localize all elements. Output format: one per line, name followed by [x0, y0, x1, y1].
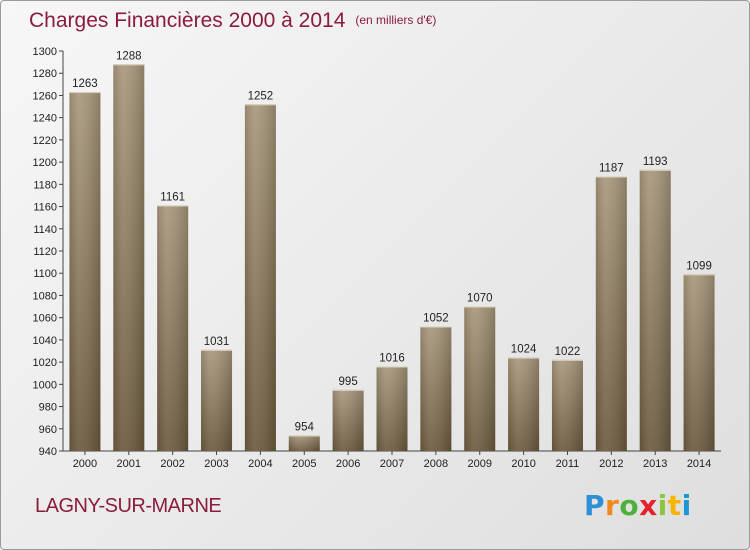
bar-shade-2013 — [639, 169, 671, 451]
value-label-2010: 1024 — [511, 344, 537, 356]
y-tick-label: 1120 — [33, 246, 57, 258]
value-label-2001: 1288 — [116, 50, 142, 62]
bar-shade-2007 — [376, 366, 408, 451]
bar-shade-2012 — [595, 176, 627, 452]
y-tick-label: 1300 — [33, 46, 57, 58]
bar-shade-2000 — [69, 92, 101, 451]
x-tick-label-2002: 2002 — [160, 458, 184, 470]
bar-shade-2003 — [201, 349, 233, 451]
bar-shade-2005 — [288, 435, 320, 451]
value-label-2000: 1263 — [72, 78, 98, 90]
x-tick-label-2003: 2003 — [204, 458, 228, 470]
x-tick-label-2008: 2008 — [424, 458, 448, 470]
x-tick-label-2014: 2014 — [687, 458, 711, 470]
x-tick-label-2007: 2007 — [380, 458, 404, 470]
x-tick-label-2010: 2010 — [511, 458, 535, 470]
x-tick-label-2012: 2012 — [599, 458, 623, 470]
value-label-2002: 1161 — [160, 191, 185, 203]
value-label-2014: 1099 — [686, 260, 712, 272]
y-tick-label: 1080 — [33, 290, 57, 302]
y-tick-label: 960 — [39, 424, 57, 436]
y-tick-label: 1140 — [33, 224, 57, 236]
bars — [69, 64, 715, 452]
x-tick-label-2001: 2001 — [117, 458, 141, 470]
x-tick-label-2009: 2009 — [467, 458, 491, 470]
bar-shade-2014 — [683, 274, 715, 451]
y-tick-label: 1220 — [33, 135, 57, 147]
y-tick-label: 1100 — [33, 268, 57, 280]
value-label-2004: 1252 — [248, 90, 274, 102]
bar-shade-2010 — [508, 357, 540, 451]
y-tick-label: 1000 — [33, 379, 57, 391]
bar-shade-2002 — [157, 205, 189, 451]
y-tick-label: 1280 — [33, 68, 57, 80]
value-label-2009: 1070 — [467, 293, 493, 305]
bar-shade-2009 — [464, 306, 496, 451]
y-tick-label: 940 — [39, 446, 57, 458]
labels: 1263 1288 1161 1031 1252 954 995 1016 1052 1070 10… — [72, 50, 712, 433]
value-label-2006: 995 — [339, 376, 358, 388]
y-tick-label: 1240 — [33, 113, 57, 125]
y-tick-label: 1040 — [33, 335, 57, 347]
bar-shade-2011 — [551, 359, 583, 451]
y-tick-label: 1200 — [33, 157, 57, 169]
y-tick-label: 1160 — [33, 202, 57, 214]
bar-shade-2006 — [332, 389, 364, 451]
y-tick-label: 1020 — [33, 357, 57, 369]
proxiti-logo: Proxiti — [584, 489, 692, 522]
x-tick-label-2000: 2000 — [73, 458, 97, 470]
x-tick-label-2004: 2004 — [248, 458, 272, 470]
y-tick-label: 1260 — [33, 90, 57, 102]
y-tick-label: 1060 — [33, 313, 57, 325]
x-tick-label-2006: 2006 — [336, 458, 360, 470]
value-label-2005: 954 — [295, 421, 315, 433]
y-tick-label: 980 — [39, 402, 57, 414]
bar-shade-2001 — [113, 64, 145, 452]
value-label-2013: 1193 — [643, 156, 668, 168]
bar-shade-2008 — [420, 326, 452, 451]
value-label-2012: 1187 — [599, 163, 624, 175]
value-label-2011: 1022 — [555, 346, 581, 358]
bar-shade-2004 — [244, 104, 276, 451]
y-tick-label: 1180 — [33, 179, 57, 191]
city-name: LAGNY-SUR-MARNE — [35, 495, 222, 517]
chart-title: Charges Financières 2000 à 2014 (en milli… — [29, 9, 436, 33]
chart-unit: (en milliers d'€) — [355, 13, 437, 27]
x-tick-label-2011: 2011 — [556, 458, 580, 470]
value-label-2003: 1031 — [204, 336, 230, 348]
value-label-2008: 1052 — [423, 313, 449, 325]
x-tick-label-2013: 2013 — [643, 458, 667, 470]
x-tick-label-2005: 2005 — [292, 458, 316, 470]
chart-title-text: Charges Financières 2000 à 2014 — [29, 9, 346, 32]
value-label-2007: 1016 — [379, 353, 405, 365]
